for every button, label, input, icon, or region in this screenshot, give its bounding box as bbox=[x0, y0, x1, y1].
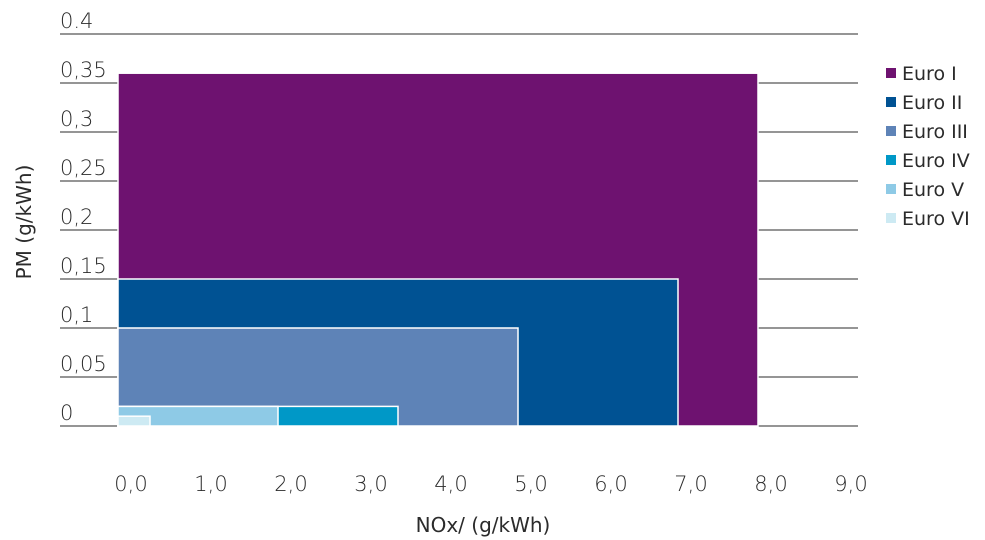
x-axis-label: NOx/ (g/kWh) bbox=[416, 513, 551, 537]
legend-label: Euro I bbox=[902, 63, 957, 85]
x-tick-label: 3,0 bbox=[354, 472, 387, 496]
bar-euro-vi bbox=[117, 415, 151, 427]
y-tick-labels: 0 0,05 0,1 0,15 0,2 0,25 0,3 0,35 0.4 bbox=[60, 9, 107, 425]
legend-swatch bbox=[886, 213, 896, 223]
y-tick-label: 0.4 bbox=[60, 9, 93, 33]
x-tick-label: 0,0 bbox=[114, 472, 147, 496]
x-tick-label: 6,0 bbox=[594, 472, 627, 496]
y-tick-label: 0,1 bbox=[60, 303, 93, 327]
x-tick-labels: 0,0 1,0 2,0 3,0 4,0 5,0 6,0 7,0 8,0 9,0 bbox=[114, 472, 867, 496]
x-tick-label: 7,0 bbox=[674, 472, 707, 496]
legend-label: Euro V bbox=[902, 179, 964, 201]
y-tick-label: 0,3 bbox=[60, 107, 93, 131]
y-tick-label: 0,05 bbox=[60, 352, 107, 376]
legend-swatch bbox=[886, 155, 896, 165]
y-tick-label: 0,2 bbox=[60, 205, 93, 229]
x-tick-label: 8,0 bbox=[754, 472, 787, 496]
legend-swatch bbox=[886, 126, 896, 136]
standard-rectangles bbox=[117, 72, 759, 427]
legend-label: Euro VI bbox=[902, 208, 970, 230]
legend-label: Euro IV bbox=[902, 150, 970, 172]
y-tick-label: 0,25 bbox=[60, 156, 107, 180]
y-axis-label: PM (g/kWh) bbox=[12, 165, 36, 280]
x-tick-label: 2,0 bbox=[274, 472, 307, 496]
legend-swatch bbox=[886, 184, 896, 194]
y-tick-label: 0,15 bbox=[60, 254, 107, 278]
legend-label: Euro III bbox=[902, 121, 968, 143]
y-tick-label: 0 bbox=[60, 401, 73, 425]
y-tick-label: 0,35 bbox=[60, 58, 107, 82]
legend-label: Euro II bbox=[902, 92, 962, 114]
x-tick-label: 5,0 bbox=[514, 472, 547, 496]
legend-swatch bbox=[886, 97, 896, 107]
legend-swatch bbox=[886, 68, 896, 78]
x-tick-label: 9,0 bbox=[834, 472, 867, 496]
x-tick-label: 1,0 bbox=[194, 472, 227, 496]
x-tick-label: 4,0 bbox=[434, 472, 467, 496]
legend: Euro I Euro II Euro III Euro IV Euro V Euro V… bbox=[886, 63, 970, 230]
